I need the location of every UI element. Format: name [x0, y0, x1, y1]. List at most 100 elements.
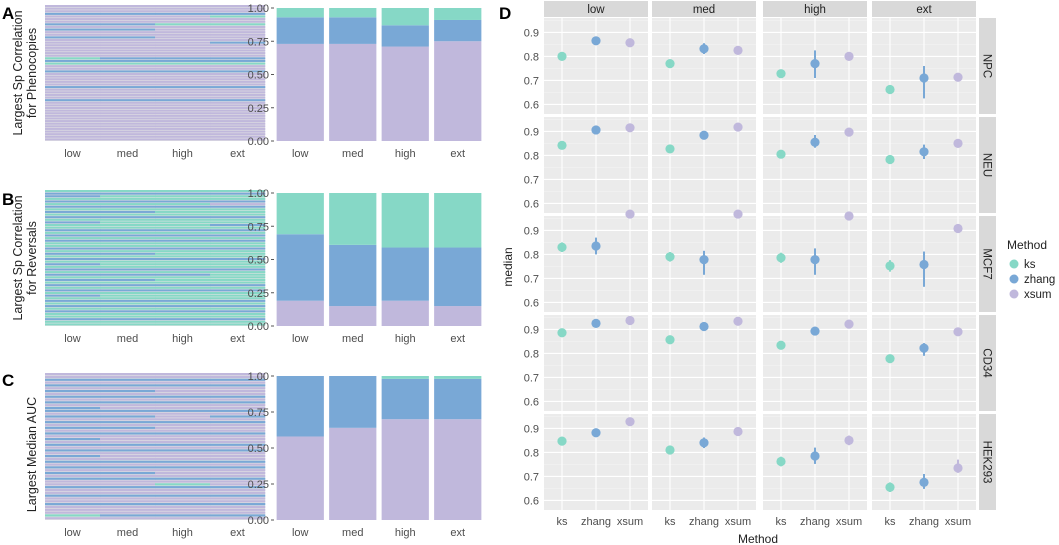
- heatmap-y-axis-title: Largest Median AUC: [25, 397, 39, 512]
- heatmap-cell: [210, 457, 266, 461]
- heatmap-y-axis-title: Largest Sp Correlationfor Phenocopies: [11, 10, 39, 135]
- heatmap-cell: [45, 28, 101, 31]
- panel-letter-c: C: [2, 371, 14, 390]
- heatmap-cell: [155, 477, 211, 480]
- point-ks: [885, 261, 895, 271]
- heatmap-cell: [45, 505, 101, 509]
- facet-strip-right-label: MCF7: [981, 248, 993, 279]
- heatmap-cell: [155, 387, 211, 390]
- point-zhang: [919, 477, 929, 487]
- point-ks: [776, 253, 786, 263]
- facet-y-tick-label: 0.9: [524, 126, 539, 138]
- heatmap-cell: [155, 452, 211, 455]
- heatmap-cell: [155, 494, 211, 497]
- bar-segment-zhang: [276, 234, 324, 301]
- heatmap-cell: [155, 195, 211, 198]
- heatmap-cell: [155, 299, 211, 302]
- heatmap-cell: [210, 242, 266, 245]
- heatmap-cell: [100, 107, 156, 110]
- legend-key-xsum: [1009, 289, 1019, 299]
- bar-segment-ks: [381, 376, 429, 379]
- bar-segment-ks: [434, 8, 482, 20]
- heatmap-cell: [100, 28, 156, 31]
- heatmap-cell: [45, 438, 101, 441]
- legend-title: Method: [1007, 238, 1047, 252]
- heatmap-cell: [155, 457, 211, 461]
- point-ks: [885, 84, 895, 95]
- heatmap-cell: [155, 125, 211, 128]
- heatmap-cell: [210, 381, 266, 384]
- heatmap-cell: [100, 250, 156, 253]
- facet-y-tick-label: 0.8: [524, 249, 539, 261]
- heatmap-cell: [100, 237, 156, 240]
- heatmap-cell: [100, 446, 156, 449]
- heatmap-cell: [45, 96, 101, 99]
- bar-y-tick-label: 0.50: [248, 443, 269, 455]
- heatmap-cell: [155, 75, 211, 78]
- panel-d: low med high ext NPC 0.6 0.7 0.8 0.9 NEU 0.6 0.7 0.8…: [501, 1, 1055, 545]
- heatmap-cell: [45, 54, 101, 57]
- heatmap-cell: [45, 483, 101, 486]
- legend-label: zhang: [1024, 274, 1055, 286]
- heatmap-cell: [100, 318, 156, 321]
- heatmap-cell: [100, 200, 156, 203]
- heatmap-cell: [210, 49, 266, 52]
- bar-x-tick-label: low: [292, 527, 309, 539]
- point-ks: [776, 340, 786, 350]
- heatmap-cell: [45, 310, 101, 313]
- heatmap-cell: [210, 471, 266, 475]
- heatmap-cell: [210, 73, 266, 76]
- bar-segment-zhang: [434, 19, 482, 42]
- bar-y-tick-label: 0.25: [248, 103, 269, 115]
- point-ks: [776, 456, 786, 467]
- heatmap-cell: [100, 44, 156, 47]
- heatmap-cell: [155, 12, 211, 15]
- heatmap-cell: [210, 318, 266, 321]
- facet-y-tick-label: 0.9: [524, 423, 539, 435]
- heatmap-cell: [45, 226, 101, 229]
- heatmap-cell: [100, 310, 156, 313]
- point-xsum: [953, 327, 963, 337]
- heatmap-cell: [45, 239, 101, 242]
- facet-strip-right-label: NPC: [981, 54, 993, 78]
- heatmap-cell: [210, 216, 266, 219]
- bar-segment-xsum: [434, 306, 482, 326]
- heatmap-cell: [155, 120, 211, 123]
- heatmap-cell: [155, 265, 211, 268]
- heatmap-cell: [45, 93, 101, 96]
- heatmap-cell: [100, 15, 156, 18]
- heatmap-cell: [100, 426, 156, 429]
- point-zhang: [810, 137, 820, 147]
- heatmap-cell: [45, 192, 101, 195]
- heatmap-cell: [100, 299, 156, 302]
- heatmap-cell: [45, 398, 101, 401]
- heatmap-cell: [100, 96, 156, 99]
- heatmap-cell: [45, 109, 101, 112]
- heatmap-cell: [100, 205, 156, 208]
- heatmap-cell: [45, 392, 101, 395]
- heatmap-cell: [155, 70, 211, 73]
- point-zhang: [919, 147, 929, 157]
- heatmap-cell: [45, 389, 101, 393]
- heatmap-cell: [155, 197, 211, 200]
- heatmap-cell: [45, 57, 101, 60]
- bar-y-tick-label: 0.75: [248, 407, 269, 419]
- bar-y-tick-label: 0.00: [248, 515, 269, 527]
- point-xsum: [953, 72, 963, 82]
- heatmap-cell: [210, 466, 266, 469]
- heatmap-cell: [100, 33, 156, 36]
- heatmap-cell: [210, 218, 266, 221]
- heatmap-cell: [155, 192, 211, 195]
- heatmap-x-tick-label: high: [172, 527, 193, 539]
- heatmap-cell: [155, 20, 211, 23]
- heatmap-cell: [100, 192, 156, 195]
- heatmap-cell: [155, 65, 211, 68]
- heatmap-cell: [45, 373, 101, 376]
- heatmap-cell: [155, 505, 211, 509]
- heatmap-cell: [210, 278, 266, 281]
- heatmap-cell: [210, 508, 266, 511]
- heatmap-cell: [45, 318, 101, 321]
- point-xsum: [844, 435, 854, 445]
- heatmap-cell: [45, 401, 101, 404]
- heatmap-cell: [210, 292, 266, 295]
